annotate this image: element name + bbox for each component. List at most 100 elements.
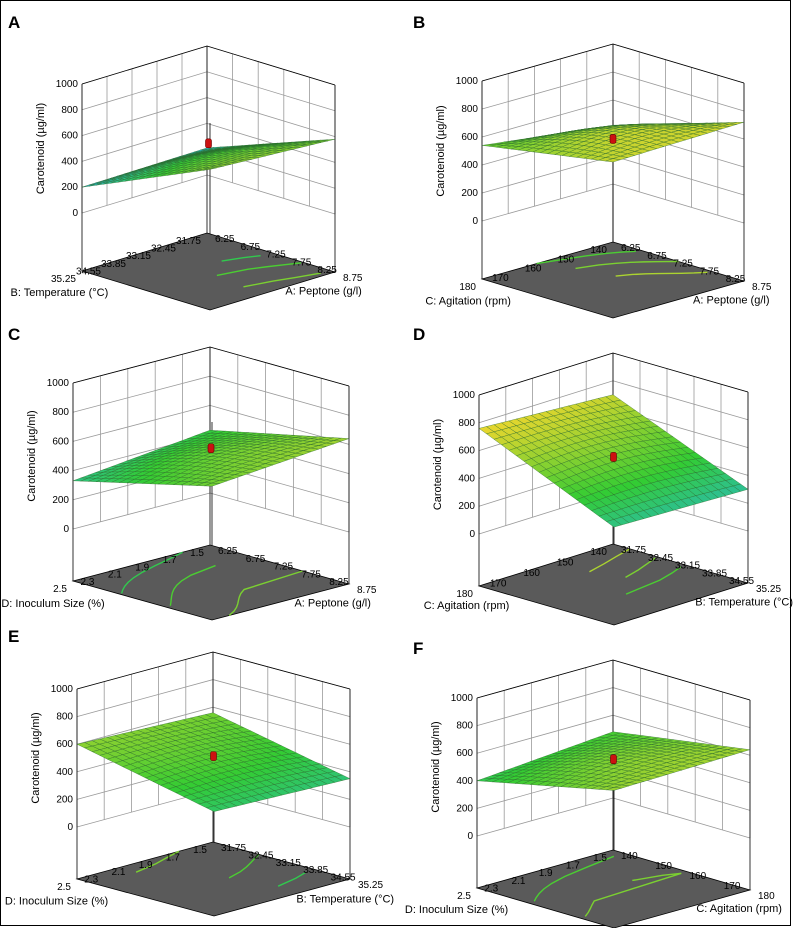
contour-line <box>625 557 656 578</box>
z-tick-label: 1000 <box>453 390 476 401</box>
z-tick-label: 600 <box>456 748 473 759</box>
y-tick-label: 2.1 <box>111 867 125 878</box>
y-tick-label: 1.5 <box>190 548 204 559</box>
z-tick-label: 1000 <box>451 693 474 704</box>
contour-line <box>615 271 708 277</box>
y-tick-label: 2.3 <box>484 883 498 894</box>
y-tick-label: 1.7 <box>566 861 580 872</box>
design-point-marker <box>205 138 212 149</box>
design-point-marker <box>610 452 617 462</box>
y-tick-label: 34.55 <box>76 266 101 277</box>
z-tick-label: 200 <box>52 495 69 506</box>
z-axis-title: Carotenoid (µg/ml) <box>432 419 444 510</box>
z-tick-label: 800 <box>458 418 475 429</box>
x-tick-label: 31.75 <box>221 843 246 854</box>
x-tick-label: 160 <box>690 871 707 882</box>
contour-line <box>536 250 636 265</box>
x-tick-label: 32.45 <box>248 850 273 861</box>
y-tick-label: 35.25 <box>51 274 76 285</box>
z-tick-label: 0 <box>72 208 78 219</box>
z-tick-label: 0 <box>472 216 478 227</box>
y-tick-label: 1.5 <box>193 845 207 856</box>
z-tick-labels: 1000 800 600 400 200 0 <box>453 390 476 540</box>
z-tick-label: 600 <box>461 132 478 143</box>
y-tick-label: 160 <box>523 568 540 579</box>
x-tick-label: 6.25 <box>218 546 238 557</box>
x-tick-label: 8.75 <box>752 282 772 293</box>
chart-panel-d: 1000 800 600 400 200 0 Carotenoid (µg/ml) 31.75… <box>413 325 793 626</box>
z-tick-label: 400 <box>56 767 73 778</box>
z-tick-label: 400 <box>456 776 473 787</box>
z-tick-label: 400 <box>61 156 78 167</box>
z-tick-label: 800 <box>461 104 478 115</box>
contour-line <box>221 254 261 262</box>
y-tick-label: 1.9 <box>135 562 149 573</box>
y-tick-labels: 140 150 160 170 180 <box>456 547 607 600</box>
contour-line <box>169 564 216 606</box>
z-axis-title: Carotenoid (µg/ml) <box>35 103 47 194</box>
chart-panel-f: 1000 800 600 400 200 0 Carotenoid (µg/ml) 140 15… <box>405 639 782 928</box>
z-tick-labels: 1000 800 600 400 200 0 <box>47 378 70 535</box>
z-tick-label: 800 <box>56 712 73 723</box>
y-tick-label: 180 <box>456 589 473 600</box>
y-axis-title: C: Agitation (rpm) <box>425 295 511 307</box>
z-tick-label: 400 <box>52 466 69 477</box>
x-tick-label: 7.25 <box>266 250 286 261</box>
y-axis-title: D: Inoculum Size (%) <box>1 598 104 610</box>
y-tick-label: 150 <box>558 254 575 265</box>
x-axis-title: A: Peptone (g/l) <box>693 294 769 306</box>
z-tick-label: 1000 <box>51 684 74 695</box>
contour-floor <box>71 544 351 621</box>
x-tick-label: 33.85 <box>702 568 727 579</box>
x-tick-label: 35.25 <box>358 880 383 891</box>
x-tick-label: 150 <box>655 861 672 872</box>
x-axis-title: A: Peptone (g/l) <box>285 285 361 297</box>
panel-letter: C <box>8 325 20 344</box>
x-tick-label: 35.25 <box>756 584 781 595</box>
y-axis-title: C: Agitation (rpm) <box>424 600 510 612</box>
y-tick-label: 1.7 <box>166 852 180 863</box>
response-surface <box>81 139 336 188</box>
y-tick-label: 2.3 <box>80 577 94 588</box>
response-surface <box>476 731 751 791</box>
response-surface <box>72 430 350 487</box>
y-tick-label: 170 <box>490 579 507 590</box>
panel-letter: A <box>8 13 20 32</box>
x-tick-label: 6.25 <box>215 234 235 245</box>
contour-line <box>120 551 183 594</box>
y-tick-label: 32.45 <box>151 244 176 255</box>
x-tick-labels: 140 150 160 170 180 <box>621 851 775 902</box>
contour-line <box>243 272 322 288</box>
contour-line <box>589 548 631 573</box>
response-surface <box>76 712 351 812</box>
contour-line <box>533 855 615 902</box>
z-axis-title: Carotenoid (µg/ml) <box>435 105 447 196</box>
x-tick-label: 6.75 <box>246 554 266 565</box>
response-surface <box>481 122 745 163</box>
x-tick-label: 33.15 <box>276 858 301 869</box>
x-tick-label: 7.25 <box>673 259 693 270</box>
x-tick-label: 34.55 <box>729 576 754 587</box>
x-tick-label: 180 <box>758 891 775 902</box>
z-tick-label: 200 <box>456 803 473 814</box>
z-tick-label: 600 <box>458 446 475 457</box>
contour-line <box>228 853 260 879</box>
y-tick-label: 31.75 <box>176 236 201 247</box>
z-tick-label: 200 <box>56 794 73 805</box>
chart-panel-e: 1000 800 600 400 200 0 Carotenoid (µg/ml) 31.75… <box>5 627 394 917</box>
x-tick-label: 140 <box>621 851 638 862</box>
x-tick-label: 33.15 <box>675 561 700 572</box>
panel-letter: F <box>413 639 423 658</box>
x-tick-label: 7.75 <box>301 569 321 580</box>
y-tick-label: 1.7 <box>163 555 177 566</box>
x-tick-label: 7.75 <box>700 266 720 277</box>
x-tick-label: 32.45 <box>648 553 673 564</box>
z-tick-label: 0 <box>467 831 473 842</box>
x-tick-label: 8.25 <box>726 274 746 285</box>
z-tick-label: 600 <box>61 131 78 142</box>
x-tick-labels: 6.25 6.75 7.25 7.75 8.25 8.75 <box>621 243 772 293</box>
design-point-marker <box>610 754 617 765</box>
z-tick-label: 200 <box>461 188 478 199</box>
x-tick-label: 8.75 <box>343 273 363 284</box>
